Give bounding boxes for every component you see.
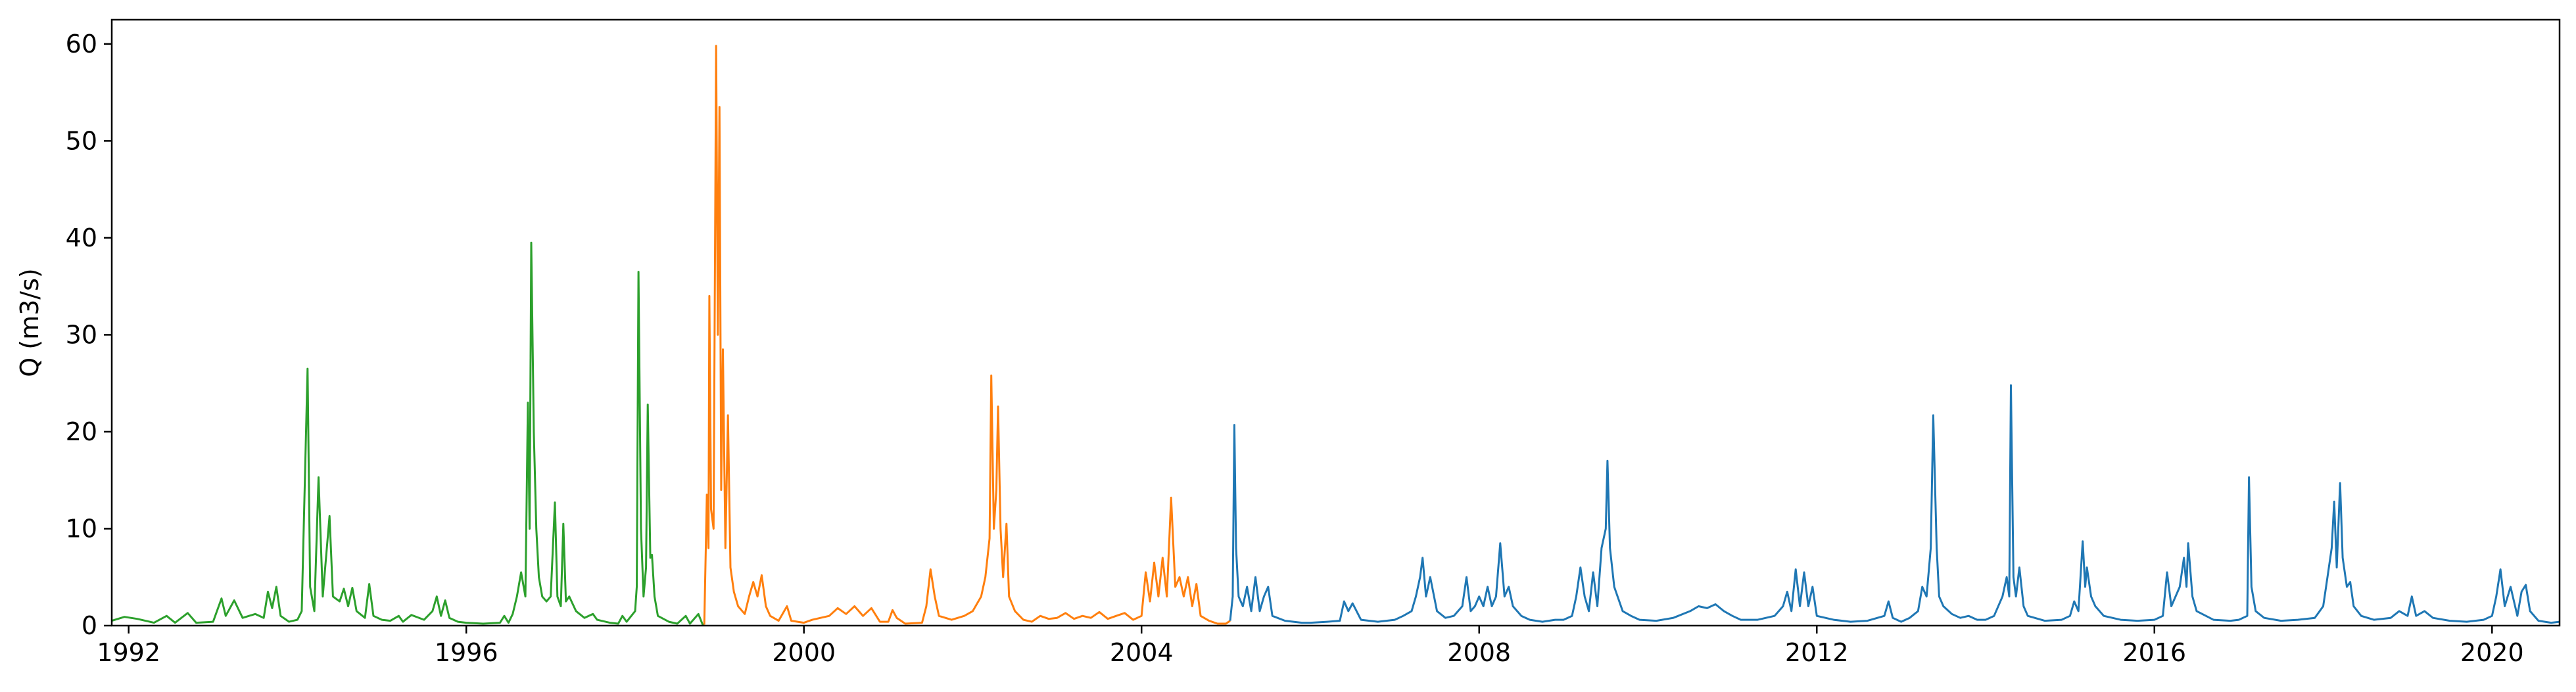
x-axis-ticks: 1992 1996 2000 2004 2008 2012 2016 2020	[97, 626, 2524, 667]
y-tick-label: 40	[66, 223, 97, 252]
series-line-3	[1229, 384, 2560, 624]
y-axis-label: Q (m3/s)	[15, 268, 44, 377]
x-tick-label: 2016	[2122, 638, 2186, 667]
series-layer	[111, 45, 2560, 626]
y-tick-label: 20	[66, 417, 97, 446]
axes-layer: 1992 1996 2000 2004 2008 2012 2016 2020 0 10 20 30…	[15, 18, 2561, 667]
x-tick-label: 2004	[1110, 638, 1174, 667]
x-tick-label: 2020	[2460, 638, 2524, 667]
plot-frame	[110, 18, 2561, 627]
y-tick-label: 0	[82, 611, 97, 640]
x-tick-label: 2008	[1447, 638, 1511, 667]
x-tick-label: 2000	[772, 638, 836, 667]
x-tick-label: 2012	[1785, 638, 1849, 667]
y-axis-ticks: 0 10 20 30 40 50 60	[66, 30, 112, 640]
series-line-1	[111, 241, 705, 626]
x-tick-label: 1996	[435, 638, 498, 667]
series-line-2	[703, 45, 1231, 625]
y-tick-label: 50	[66, 126, 97, 155]
y-tick-label: 30	[66, 320, 97, 349]
y-tick-label: 60	[66, 30, 97, 58]
y-tick-label: 10	[66, 514, 97, 543]
x-tick-label: 1992	[97, 638, 160, 667]
